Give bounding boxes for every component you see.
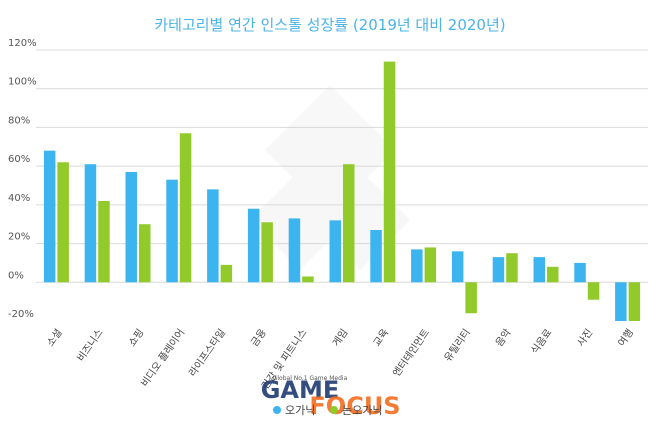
bar-non-organic (383, 61, 396, 283)
watermark-brand-game: GAME (261, 376, 340, 404)
bar-organic (125, 171, 137, 283)
bar-organic (84, 164, 97, 283)
x-tick-label: 금융 (248, 327, 268, 349)
x-tick-label: 라이프스타일 (187, 327, 228, 379)
grid (36, 49, 648, 283)
x-tick-label: 음악 (493, 327, 513, 349)
legend-label-non-organic: 논오가닉 (342, 404, 382, 417)
x-tick-label: 쇼핑 (126, 327, 146, 349)
bar-non-organic (302, 276, 314, 283)
y-tick-label: 40% (8, 193, 30, 204)
bar-non-organic (628, 282, 641, 321)
x-tick-label: 게임 (329, 326, 350, 349)
x-tick-label: 비디오 플레이어 (139, 327, 188, 389)
x-tick-label: 사진 (575, 327, 595, 349)
legend-marker-organic (273, 406, 281, 414)
bar-non-organic (424, 247, 437, 283)
legend-label-organic: 오가닉 (285, 404, 315, 417)
x-tick-label: 소셜 (44, 327, 64, 349)
bar-non-organic (547, 266, 559, 283)
bar-organic (247, 208, 260, 283)
bar-non-organic (220, 264, 233, 283)
bar-organic (451, 251, 464, 283)
x-tick-label: 식음료 (529, 327, 555, 356)
bar-organic (492, 257, 505, 283)
bar-organic (329, 220, 341, 283)
bar-non-organic (98, 200, 110, 283)
bar-organic (615, 282, 627, 321)
y-tick-label: 20% (8, 232, 30, 243)
bar-non-organic (587, 282, 600, 300)
x-tick-label: 교육 (371, 327, 391, 349)
y-tick-label: 120% (8, 38, 37, 49)
bar-non-organic (343, 164, 355, 283)
y-tick-label: 80% (8, 115, 30, 126)
x-tick-label: 비즈니스 (75, 327, 106, 364)
bar-organic (166, 179, 178, 283)
bar-non-organic (261, 222, 273, 283)
legend: 오가닉 논오가닉 (273, 404, 382, 417)
y-tick-label: 60% (8, 154, 30, 165)
legend-marker-non-organic (330, 406, 338, 414)
watermark-brand-focus: FOCUS (309, 392, 400, 420)
bars (43, 61, 641, 321)
bar-organic (411, 249, 423, 283)
bar-organic (574, 262, 586, 283)
y-tick-label: 0% (8, 270, 24, 281)
y-tick-label: -20% (8, 309, 34, 320)
x-tick-label: 여행 (616, 327, 636, 349)
bar-non-organic (139, 224, 151, 283)
y-tick-label: 100% (8, 77, 37, 88)
bar-non-organic (57, 162, 69, 283)
bar-organic (207, 189, 219, 283)
y-axis: -20% 0% 20% 40% 60% 80% 100% 120% (8, 38, 37, 320)
chart-title: 카테고리별 연간 인스톨 성장률 (2019년 대비 2020년) (154, 16, 505, 34)
bar-organic (43, 150, 56, 283)
watermark-tagline: Global No.1 Game Media (273, 375, 348, 382)
watermark: Global No.1 Game Media GAME FOCUS (261, 375, 401, 420)
bar-non-organic (179, 133, 192, 283)
bar-organic (370, 230, 382, 283)
bar-non-organic (506, 253, 518, 283)
x-tick-label: 유틸리티 (441, 326, 473, 364)
bar-organic (288, 218, 301, 283)
x-tick-label: 엔터테인먼트 (391, 327, 432, 379)
bar-non-organic (465, 282, 477, 314)
bar-organic (533, 257, 545, 283)
